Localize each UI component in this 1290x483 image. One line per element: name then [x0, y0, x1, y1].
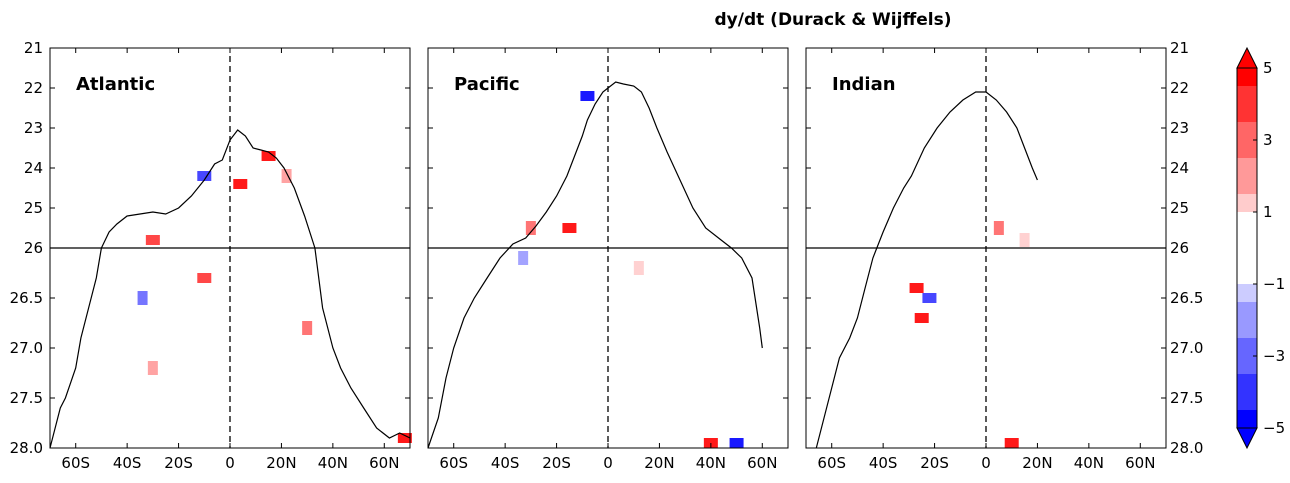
- anomaly-cell: [915, 313, 929, 323]
- y-tick-label: 25: [24, 199, 43, 217]
- colorbar-segment: [1237, 158, 1257, 177]
- colorbar-segment: [1237, 266, 1257, 285]
- anomaly-cell: [146, 235, 160, 245]
- y-tick-label: 28.0: [10, 439, 43, 457]
- colorbar-extend-max: [1237, 48, 1257, 68]
- x-tick-label: 60S: [817, 454, 846, 472]
- x-tick-label: 20S: [164, 454, 193, 472]
- colorbar-segment: [1237, 230, 1257, 249]
- colorbar-segment: [1237, 374, 1257, 393]
- y-tick-label: 27.0: [1170, 339, 1203, 357]
- y-tick-label: 26: [1170, 239, 1189, 257]
- panel-atlantic: 60S 40S 20S 0 20N 40N 60N Atlantic: [50, 48, 412, 472]
- y-tick-label: 22: [24, 79, 43, 97]
- x-tick-label: 60N: [369, 454, 399, 472]
- anomaly-cell: [302, 321, 312, 335]
- y-tick-label: 23: [24, 119, 43, 137]
- y-tick-label: 22: [1170, 79, 1189, 97]
- panel-indian: 60S 40S 20S 0 20N 40N 60N Indian: [806, 48, 1166, 472]
- x-tick-label: 20N: [1022, 454, 1052, 472]
- x-tick-label: 20S: [920, 454, 949, 472]
- x-tick-label: 0: [981, 454, 991, 472]
- anomaly-cell: [233, 179, 247, 189]
- colorbar-tick-label: 1: [1263, 203, 1273, 221]
- y-tick-label: 21: [1170, 39, 1189, 57]
- panel-title: Atlantic: [76, 74, 155, 95]
- y-tick-label: 27.5: [10, 389, 43, 407]
- y-tick-label: 26: [24, 239, 43, 257]
- panel-pacific: 60S 40S 20S 0 20N 40N 60N Pacific: [428, 48, 788, 472]
- colorbar-segment: [1237, 140, 1257, 159]
- y-tick-label: 23: [1170, 119, 1189, 137]
- y-axis-right: 21 22 23 24 25 26 26.5 27.0 27.5 28.0: [1170, 39, 1203, 457]
- anomaly-cell: [197, 273, 211, 283]
- x-tick-label: 40S: [113, 454, 142, 472]
- colorbar-tick-label: 3: [1263, 131, 1273, 149]
- y-tick-label: 28.0: [1170, 439, 1203, 457]
- anomaly-cell: [1005, 438, 1019, 448]
- anomaly-cell: [518, 251, 528, 265]
- y-tick-label: 26.5: [10, 289, 43, 307]
- colorbar-segment: [1237, 284, 1257, 303]
- anomaly-cell: [994, 221, 1004, 235]
- y-tick-label: 21: [24, 39, 43, 57]
- x-tick-label: 20N: [644, 454, 674, 472]
- panels: 60S 40S 20S 0 20N 40N 60N Atlantic 60S 40S 20S 0 20N…: [10, 39, 1204, 472]
- anomaly-cell: [148, 361, 158, 375]
- colorbar-segment: [1237, 68, 1257, 87]
- x-tick-label: 20S: [542, 454, 571, 472]
- colorbar-segment: [1237, 356, 1257, 375]
- colorbar-segment: [1237, 338, 1257, 357]
- x-tick-label: 60N: [1125, 454, 1155, 472]
- y-tick-label: 24: [1170, 159, 1189, 177]
- colorbar-segment: [1237, 320, 1257, 339]
- anomaly-cell: [730, 438, 744, 448]
- x-tick-label: 40S: [869, 454, 898, 472]
- x-tick-label: 60S: [61, 454, 90, 472]
- colorbar-extend-min: [1237, 428, 1257, 448]
- colorbar-segment: [1237, 410, 1257, 429]
- colorbar-segment: [1237, 392, 1257, 411]
- colorbar-segment: [1237, 194, 1257, 213]
- anomaly-cell: [580, 91, 594, 101]
- x-tick-label: 0: [603, 454, 613, 472]
- anomaly-cell: [922, 293, 936, 303]
- colorbar-segment: [1237, 104, 1257, 123]
- colorbar: 5 3 1 −1 −3 −5: [1237, 48, 1285, 448]
- x-tick-label: 40N: [1074, 454, 1104, 472]
- colorbar-segment: [1237, 248, 1257, 267]
- anomaly-cell: [562, 223, 576, 233]
- x-tick-label: 40S: [491, 454, 520, 472]
- anomaly-cell: [634, 261, 644, 275]
- x-tick-label: 60S: [439, 454, 468, 472]
- colorbar-tick-label: −3: [1263, 347, 1285, 365]
- colorbar-segment: [1237, 122, 1257, 141]
- y-tick-label: 25: [1170, 199, 1189, 217]
- colorbar-segment: [1237, 176, 1257, 195]
- y-tick-label: 26.5: [1170, 289, 1203, 307]
- panel-title: Pacific: [454, 74, 520, 95]
- colorbar-segment: [1237, 86, 1257, 105]
- y-axis-left: 21 22 23 24 25 26 26.5 27.0 27.5 28.0: [10, 39, 43, 457]
- y-tick-label: 24: [24, 159, 43, 177]
- panel-title: Indian: [832, 74, 896, 95]
- colorbar-tick-label: 5: [1263, 59, 1273, 77]
- y-tick-label: 27.5: [1170, 389, 1203, 407]
- x-tick-label: 0: [225, 454, 235, 472]
- x-tick-label: 40N: [318, 454, 348, 472]
- colorbar-tick-label: −5: [1263, 419, 1285, 437]
- anomaly-cell: [910, 283, 924, 293]
- anomaly-cell: [138, 291, 148, 305]
- x-tick-label: 20N: [266, 454, 296, 472]
- colorbar-segment: [1237, 212, 1257, 231]
- x-tick-label: 40N: [696, 454, 726, 472]
- anomaly-cell: [1020, 233, 1030, 247]
- y-tick-label: 27.0: [10, 339, 43, 357]
- x-tick-label: 60N: [747, 454, 777, 472]
- colorbar-tick-label: −1: [1263, 275, 1285, 293]
- chart-title: dy/dt (Durack & Wijffels): [715, 10, 952, 30]
- colorbar-segment: [1237, 302, 1257, 321]
